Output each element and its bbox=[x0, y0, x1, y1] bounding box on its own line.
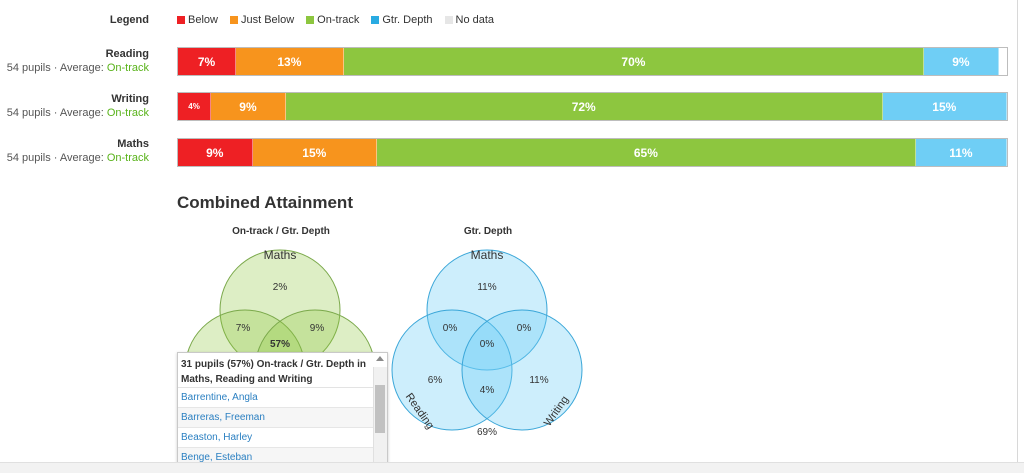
venn-value: 0% bbox=[480, 339, 495, 350]
subject-name: Writing bbox=[111, 93, 149, 105]
average-value: On-track bbox=[106, 62, 149, 74]
average-value: On-track bbox=[106, 107, 149, 119]
pupil-link[interactable]: Barrentine, Angla bbox=[178, 388, 373, 408]
venn-value: 0% bbox=[517, 323, 532, 334]
bar-segment-on-track[interactable]: 65% bbox=[376, 139, 916, 166]
subject-name: Reading bbox=[105, 48, 149, 60]
scroll-up-arrow-icon[interactable] bbox=[376, 356, 384, 361]
pupils-info: 54 pupils · Average: bbox=[6, 62, 107, 74]
legend-item: Below bbox=[177, 14, 218, 26]
pupils-info: 54 pupils · Average: bbox=[6, 107, 107, 119]
venn-circle-reading bbox=[391, 309, 513, 431]
venn-value: 57% bbox=[270, 339, 290, 350]
legend-swatch bbox=[444, 16, 453, 24]
legend: Below Just Below On-track Gtr. Depth No data bbox=[177, 14, 506, 26]
legend-item: Gtr. Depth bbox=[371, 14, 433, 26]
pupils-info: 54 pupils · Average: bbox=[6, 152, 107, 164]
legend-label: On-track bbox=[317, 14, 360, 26]
legend-swatch bbox=[371, 16, 380, 24]
venn-value: 0% bbox=[443, 323, 458, 334]
bar-segment-below[interactable]: 4% bbox=[178, 93, 212, 120]
average-value: On-track bbox=[106, 152, 149, 164]
legend-item: On-track bbox=[306, 14, 359, 26]
venn-circle-writing bbox=[461, 309, 583, 431]
bar-segment-gtr-depth[interactable]: 9% bbox=[924, 48, 999, 75]
venn-value: 2% bbox=[273, 282, 288, 293]
venn-value: 11% bbox=[477, 282, 496, 293]
bar-segment-gtr-depth[interactable]: 11% bbox=[915, 139, 1007, 166]
page-divider bbox=[1017, 0, 1018, 473]
combined-attainment-title: Combined Attainment bbox=[177, 193, 353, 212]
bar-reading[interactable]: 7% 13% 70% 9% bbox=[177, 47, 1008, 76]
venn-title-gtr-depth: Gtr. Depth bbox=[463, 226, 513, 237]
row-label-writing: Writing 54 pupils · Average: On-track bbox=[0, 92, 149, 120]
scrollbar-thumb[interactable] bbox=[375, 385, 385, 433]
bar-segment-just-below[interactable]: 9% bbox=[211, 93, 286, 120]
venn-value: 69% bbox=[477, 427, 497, 438]
bar-segment-below[interactable]: 7% bbox=[178, 48, 237, 75]
legend-swatch bbox=[177, 16, 185, 24]
legend-label: Gtr. Depth bbox=[382, 14, 433, 26]
venn-value: 9% bbox=[310, 323, 325, 334]
bar-maths[interactable]: 9% 15% 65% 11% bbox=[177, 138, 1008, 167]
legend-label: No data bbox=[455, 14, 495, 26]
popup-heading: 31 pupils (57%) On-track / Gtr. Depth in… bbox=[178, 353, 387, 388]
pupil-link[interactable]: Barreras, Freeman bbox=[178, 408, 373, 428]
venn-title-ontrack: On-track / Gtr. Depth bbox=[232, 226, 330, 237]
pupil-link[interactable]: Beaston, Harley bbox=[178, 428, 373, 448]
bar-writing[interactable]: 4% 9% 72% 15% bbox=[177, 92, 1008, 121]
legend-swatch bbox=[306, 16, 315, 24]
page-bottom-band bbox=[0, 462, 1024, 473]
venn-value: 7% bbox=[236, 323, 251, 334]
venn-circle-maths bbox=[426, 249, 548, 371]
popup-scrollbar[interactable] bbox=[373, 367, 387, 472]
legend-label: Below bbox=[188, 14, 218, 26]
row-label-maths: Maths 54 pupils · Average: On-track bbox=[0, 137, 149, 165]
pupil-list-popup: 31 pupils (57%) On-track / Gtr. Depth in… bbox=[177, 352, 388, 473]
legend-title: Legend bbox=[109, 14, 149, 26]
pupil-list: Barrentine, Angla Barreras, Freeman Beasto… bbox=[178, 388, 373, 472]
bar-segment-just-below[interactable]: 15% bbox=[252, 139, 377, 166]
venn-label-maths: Maths bbox=[471, 248, 504, 262]
bar-segment-just-below[interactable]: 13% bbox=[236, 48, 344, 75]
bar-segment-on-track[interactable]: 70% bbox=[343, 48, 925, 75]
venn-value: 6% bbox=[428, 375, 443, 386]
legend-swatch bbox=[229, 16, 238, 24]
legend-label: Just Below bbox=[240, 14, 295, 26]
legend-item: No data bbox=[444, 14, 495, 26]
bar-segment-on-track[interactable]: 72% bbox=[285, 93, 883, 120]
legend-item: Just Below bbox=[229, 14, 295, 26]
bar-segment-gtr-depth[interactable]: 15% bbox=[882, 93, 1007, 120]
bar-segment-below[interactable]: 9% bbox=[178, 139, 253, 166]
venn-value: 11% bbox=[529, 375, 548, 386]
row-label-reading: Reading 54 pupils · Average: On-track bbox=[0, 47, 149, 75]
venn-value: 4% bbox=[480, 385, 495, 396]
subject-name: Maths bbox=[117, 138, 149, 150]
venn-label-maths: Maths bbox=[264, 248, 297, 262]
